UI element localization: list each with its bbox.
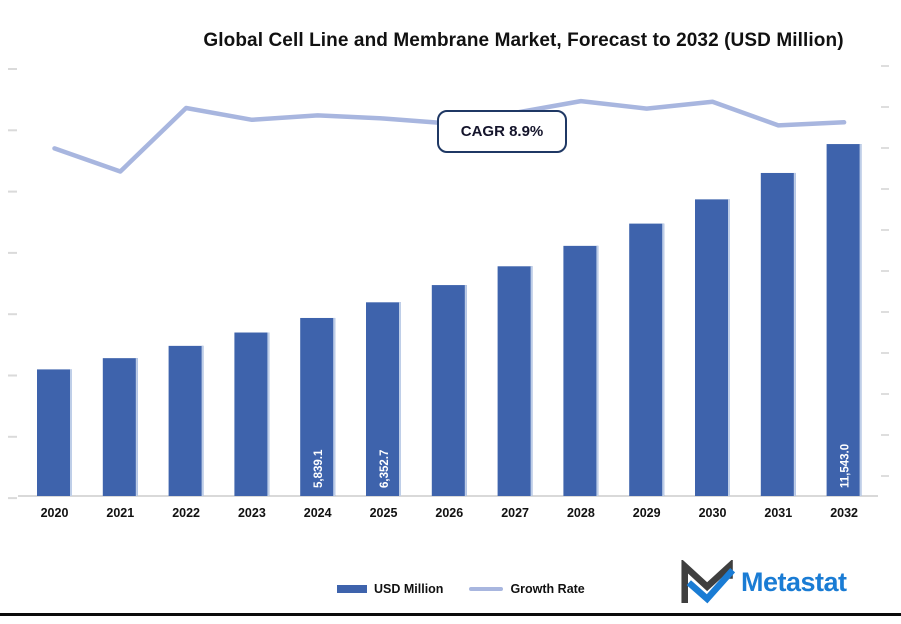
bar-highlight-edge	[530, 266, 533, 496]
chart-title: Global Cell Line and Membrane Market, Fo…	[203, 30, 844, 51]
left-axis-tick	[8, 190, 17, 193]
left-axis-tick	[8, 129, 17, 132]
x-axis-label-2024: 2024	[304, 506, 332, 520]
right-axis-tick	[881, 270, 889, 272]
left-axis-tick	[8, 374, 17, 377]
right-axis-tick	[881, 393, 889, 395]
right-axis-tick	[881, 434, 889, 436]
x-axis-label-2020: 2020	[41, 506, 69, 520]
bar-highlight-edge	[135, 358, 138, 496]
left-axis-tick	[8, 68, 17, 70]
right-axis-tick	[881, 475, 889, 477]
bar-2023	[234, 332, 270, 496]
right-axis-tick	[881, 147, 889, 149]
x-axis-label-2025: 2025	[370, 506, 398, 520]
left-axis-tick	[8, 497, 17, 500]
bar-highlight-edge	[333, 317, 336, 496]
right-axis-tick	[881, 188, 889, 190]
bar-2022	[168, 345, 204, 496]
x-axis-label-2022: 2022	[172, 506, 200, 520]
x-axis-label-2027: 2027	[501, 506, 529, 520]
x-axis-label-2028: 2028	[567, 506, 595, 520]
bar-highlight-edge	[793, 172, 796, 497]
bar-highlight-edge	[596, 245, 599, 496]
bar-2024	[300, 317, 336, 496]
bottom-divider	[0, 613, 901, 616]
right-axis-tick	[881, 311, 889, 313]
bar-2021	[102, 358, 138, 496]
bar-highlight-edge	[399, 302, 401, 496]
metastat-m-icon	[681, 560, 736, 604]
bar-highlight-edge	[464, 285, 467, 496]
left-axis-tick	[8, 251, 17, 254]
x-axis-label-2031: 2031	[764, 506, 792, 520]
bar-value-label: 6,352.7	[379, 450, 391, 488]
bar-highlight-edge	[859, 144, 862, 497]
bar-2026	[431, 285, 467, 496]
bar-2032	[826, 144, 862, 497]
bar-highlight-edge	[70, 369, 72, 496]
bar-2025	[366, 302, 401, 496]
bar-2031	[760, 172, 796, 497]
bar-highlight-edge	[267, 332, 270, 496]
bar-2028	[563, 245, 599, 496]
cagr-annotation-label: CAGR 8.9%	[460, 123, 544, 140]
right-axis-tick	[881, 229, 889, 231]
bar-highlight-edge	[662, 223, 665, 496]
line-series-swatch	[469, 587, 504, 591]
left-axis-tick	[8, 435, 17, 438]
bar-2029	[629, 223, 665, 496]
logo-wordmark: Metastat	[741, 566, 847, 597]
x-axis-label-2032: 2032	[830, 506, 858, 520]
bar-2030	[695, 199, 730, 496]
cagr-annotation: CAGR 8.9%	[437, 110, 567, 153]
bar-2027	[497, 266, 533, 496]
bar-highlight-edge	[728, 199, 730, 496]
legend-label: USD Million	[374, 582, 444, 596]
right-axis-tick	[881, 65, 889, 67]
right-axis-tick	[881, 106, 889, 108]
legend-item-usd-million: USD Million	[337, 582, 443, 596]
right-axis-tick	[881, 352, 889, 354]
x-axis-label-2021: 2021	[106, 506, 134, 520]
x-axis-label-2030: 2030	[699, 506, 727, 520]
bar-value-label: 5,839.1	[313, 449, 325, 488]
bar-2020	[37, 369, 72, 496]
x-axis-label-2023: 2023	[238, 506, 266, 520]
legend-label: Growth Rate	[510, 582, 585, 596]
bar-value-label: 11,543.0	[840, 444, 852, 488]
bar-series-swatch	[337, 585, 367, 593]
combo-chart: 5,839.1 6,352.7 11,543.0 2020 2021 2022 2023 20…	[8, 65, 889, 520]
chart-legend: USD Million Growth Rate	[337, 582, 585, 596]
left-axis-tick	[8, 313, 17, 316]
bar-highlight-edge	[201, 345, 204, 496]
x-axis-label-2026: 2026	[435, 506, 463, 520]
x-axis-label-2029: 2029	[633, 506, 661, 520]
legend-item-growth-rate: Growth Rate	[469, 582, 585, 596]
metastat-logo: Metastat	[681, 560, 847, 604]
